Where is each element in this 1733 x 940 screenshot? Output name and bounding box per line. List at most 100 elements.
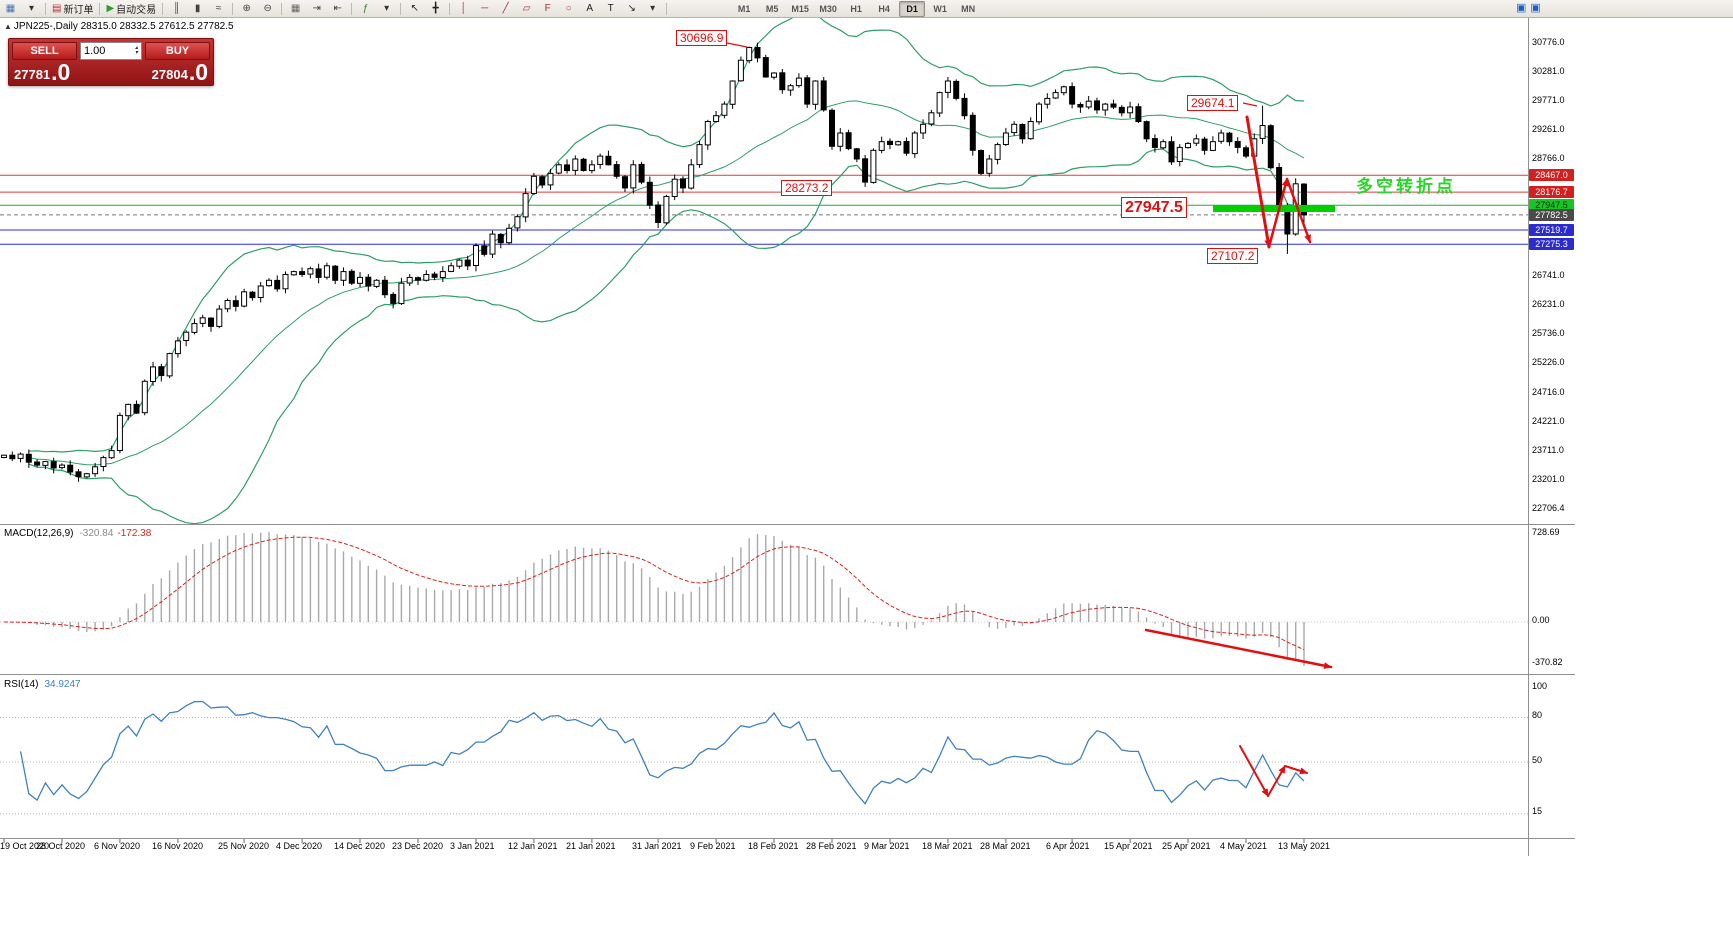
sell-price[interactable]: 27781.0 (14, 59, 71, 85)
auto-trading-button: ▶ (106, 2, 115, 14)
chart-profiles-dropdown-icon[interactable]: ▾ (22, 1, 41, 16)
line-chart-icon[interactable]: ≈ (209, 1, 228, 16)
shapes-icon[interactable]: ○ (559, 1, 578, 16)
date-axis-label: 3 Jan 2021 (450, 841, 495, 851)
indicators-icon[interactable]: ƒ (356, 1, 375, 16)
timeframe-m5[interactable]: M5 (765, 3, 779, 14)
chart-shift-icon[interactable]: ⇤ (328, 1, 347, 16)
macd-name: MACD(12,26,9) (4, 528, 74, 539)
new-order-button[interactable]: ▤ 新订单 (50, 1, 95, 17)
channel-icon[interactable]: ▱ (517, 1, 536, 16)
arrows-tool-icon: ↘ (627, 2, 636, 14)
macd-indicator-label: MACD(12,26,9) -320.84 -172.38 (4, 528, 151, 539)
fibonacci-icon[interactable]: F (538, 1, 557, 16)
timeframe-w1[interactable]: W1 (933, 3, 947, 14)
date-axis-label: 18 Mar 2021 (922, 841, 973, 851)
auto-scroll-icon[interactable]: ⇥ (307, 1, 326, 16)
arrows-dropdown-icon[interactable]: ▾ (643, 1, 662, 16)
crosshair-icon[interactable]: ╋ (426, 1, 445, 16)
red-trend-arrow (1267, 765, 1286, 797)
price-level-tag: 28467.0 (1529, 169, 1574, 181)
date-axis-label: 13 May 2021 (1278, 841, 1331, 851)
timeframe-toolbar: M1 M5 M15 M30 H1 H4 D1 W1 MN (730, 0, 982, 17)
ohlc-bars-icon: ║ (173, 2, 181, 14)
toolbar-separator (400, 2, 402, 15)
candlesticks (1, 42, 1307, 482)
price-axis-label: 25226.0 (1532, 357, 1565, 367)
price-level-tag: 27947.5 (1529, 199, 1574, 211)
price-label-27947-5: 27947.5 (1121, 197, 1187, 219)
price-axis-label: 30776.0 (1532, 37, 1565, 47)
vertical-line-icon[interactable]: │ (454, 1, 473, 16)
toolbar-separator (351, 2, 353, 15)
auto-trading-button[interactable]: ▶ 自动交易 (104, 1, 158, 17)
horizontal-line-icon[interactable]: ─ (475, 1, 494, 16)
price-axis-label: 28766.0 (1532, 153, 1565, 163)
text-label-icon[interactable]: T (601, 1, 620, 16)
sell-button[interactable]: SELL (12, 42, 77, 60)
rsi-indicator-label: RSI(14) 34.9247 (4, 679, 81, 690)
date-axis-label: 25 Apr 2021 (1162, 841, 1211, 851)
macd-signal-value: -172.38 (117, 528, 152, 539)
timeframe-h1[interactable]: H1 (850, 3, 862, 14)
sell-price-frac: .0 (51, 59, 71, 85)
arrows-dropdown-icon: ▾ (650, 2, 656, 14)
price-axis-label: 29261.0 (1532, 124, 1565, 134)
ohlc-bars-icon[interactable]: ║ (167, 1, 186, 16)
timeframe-m1[interactable]: M1 (737, 3, 751, 14)
price-axis-label: 24716.0 (1532, 387, 1565, 397)
volume-value: 1.00 (84, 45, 106, 57)
toolbar-separator (162, 2, 164, 15)
volume-spinner[interactable]: ▴ ▾ (134, 45, 138, 56)
red-trend-arrow (1284, 765, 1308, 775)
arrows-tool-icon[interactable]: ↘ (622, 1, 641, 16)
price-axis-label: 22706.4 (1532, 503, 1565, 513)
timeframe-mn[interactable]: MN (961, 3, 976, 14)
buy-button[interactable]: BUY (145, 42, 210, 60)
timeframe-d1[interactable]: D1 (899, 0, 926, 17)
cursor-icon[interactable]: ↖ (405, 1, 424, 16)
zoom-in-icon[interactable]: ⊕ (237, 1, 256, 16)
red-trend-arrow (1239, 745, 1269, 797)
minimize-chart-icon[interactable]: ▣ (1516, 2, 1527, 14)
price-label-29674-1: 29674.1 (1187, 95, 1239, 112)
zoom-out-icon[interactable]: ⊖ (258, 1, 277, 16)
candlestick-chart-icon[interactable]: ▮ (188, 1, 207, 16)
date-axis-label: 12 Jan 2021 (508, 841, 558, 851)
date-axis-label: 6 Apr 2021 (1046, 841, 1090, 851)
date-axis-label: 9 Feb 2021 (690, 841, 736, 851)
date-axis-label: 25 Nov 2020 (218, 841, 270, 851)
volume-up-icon[interactable]: ▴ (134, 45, 138, 51)
drawn-annotations (726, 42, 1335, 797)
indicator-axis-label: 80 (1532, 710, 1543, 720)
tile-windows-icon[interactable]: ▦ (286, 1, 305, 16)
toolbar-items: ▦ ▾ ▤ 新订单 ▶ 自动交易 ║ ▮ ≈ ⊕ ⊖ ▦ ⇥ ⇤ ƒ ▾ ↖ ╋ │ ─ ╱ ▱ F ○ A T ↘ ▾ (0, 1, 670, 16)
price-level-tag: 27782.5 (1529, 209, 1574, 221)
date-axis-label: 21 Jan 2021 (566, 841, 616, 851)
fibonacci-icon: F (544, 2, 551, 14)
trendline-icon[interactable]: ╱ (496, 1, 515, 16)
zoom-out-icon: ⊖ (263, 2, 272, 14)
zoom-in-icon: ⊕ (242, 2, 251, 14)
restore-chart-icon[interactable]: ▣ (1530, 2, 1541, 14)
date-axis-label: 14 Dec 2020 (334, 841, 386, 851)
new-chart-icon: ▦ (5, 2, 16, 14)
date-axis-label: 28 Mar 2021 (980, 841, 1031, 851)
volume-down-icon[interactable]: ▾ (134, 50, 138, 56)
date-axis-label: 4 Dec 2020 (276, 841, 323, 851)
buy-price[interactable]: 27804.0 (152, 61, 208, 84)
volume-input[interactable]: 1.00 ▴ ▾ (80, 42, 142, 60)
candlestick-chart-icon: ▮ (194, 2, 201, 14)
new-chart-icon[interactable]: ▦ (1, 1, 20, 16)
indicators-dropdown-icon[interactable]: ▾ (377, 1, 396, 16)
new-order-button-label: 新订单 (63, 5, 94, 16)
date-axis-label: 4 May 2021 (1220, 841, 1268, 851)
text-icon[interactable]: A (580, 1, 599, 16)
timeframe-h4[interactable]: H4 (878, 3, 890, 14)
timeframe-m30[interactable]: M30 (819, 3, 837, 14)
timeframe-m15[interactable]: M15 (791, 3, 809, 14)
symbol-icon: ▲ (4, 22, 12, 31)
toolbar: ▦ ▾ ▤ 新订单 ▶ 自动交易 ║ ▮ ≈ ⊕ ⊖ ▦ ⇥ ⇤ ƒ ▾ ↖ ╋ │ ─ ╱ ▱ F ○ A T ↘ ▾ M1 M5 M1… (0, 0, 1733, 18)
date-axis-label: 31 Jan 2021 (632, 841, 682, 851)
